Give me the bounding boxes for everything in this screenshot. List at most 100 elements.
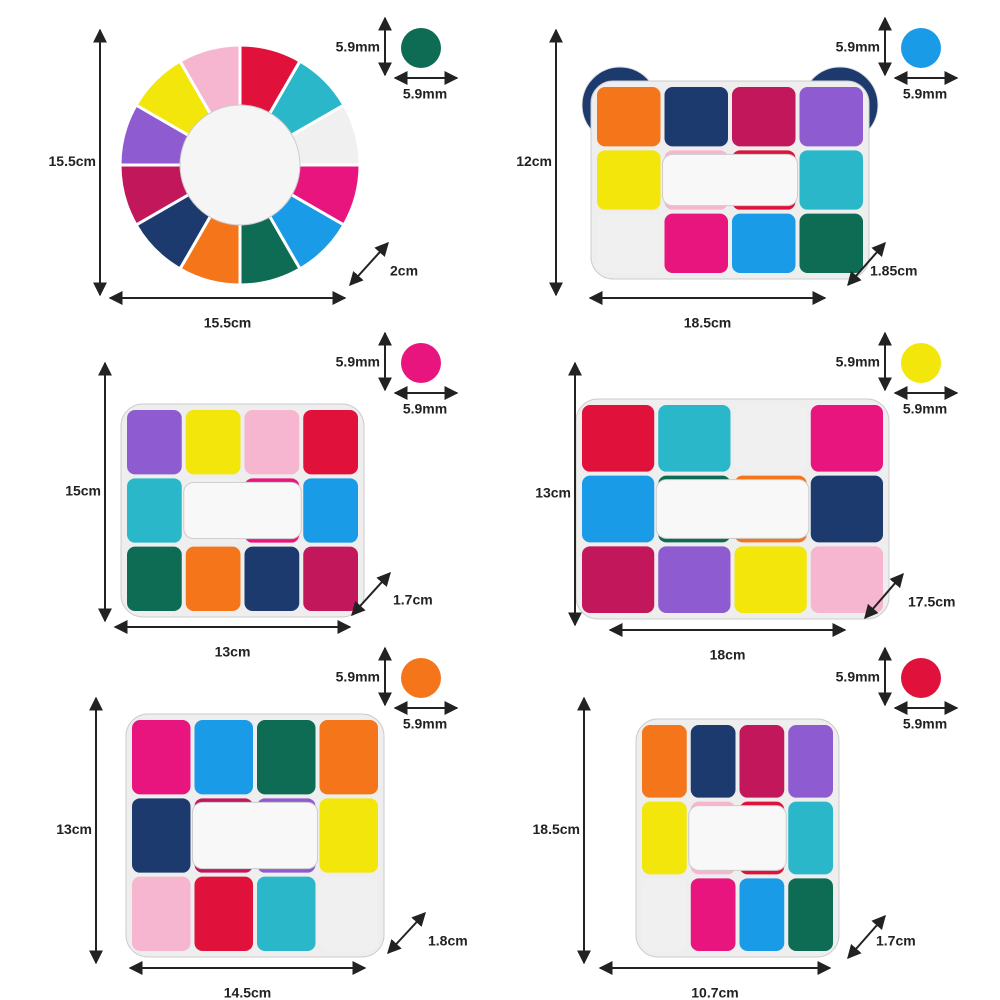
box-compartment [810, 405, 883, 472]
product-panel: 15cm 13cm 1.7cm 5.9mm 5.9mm [65, 331, 459, 660]
box-compartment [810, 475, 883, 543]
height-label: 13cm [535, 485, 571, 501]
bead-width-label: 5.9mm [903, 86, 947, 102]
box-compartment [244, 410, 300, 475]
depth-label: 2cm [390, 263, 418, 279]
bead-box [575, 398, 890, 620]
box-compartment [132, 720, 191, 795]
bead-box [118, 43, 362, 287]
box-compartment [303, 546, 358, 611]
bead-width-label: 5.9mm [903, 401, 947, 417]
width-label: 15.5cm [204, 315, 251, 331]
depth-arrow [349, 241, 389, 287]
product-panel: 18.5cm 10.7cm 1.7cm 5.9mm 5.9mm [533, 646, 959, 1000]
bead-height-label: 5.9mm [336, 669, 380, 685]
width-label: 13cm [215, 644, 251, 660]
box-compartment [319, 798, 378, 873]
bead-sample [401, 343, 441, 383]
box-compartment [582, 546, 655, 613]
depth-arrow [847, 241, 886, 287]
depth-label: 1.85cm [870, 263, 917, 279]
box-compartment [582, 405, 655, 472]
depth-label: 1.7cm [876, 933, 916, 949]
bead-height-label: 5.9mm [336, 39, 380, 55]
box-compartment [319, 720, 378, 795]
product-panel: 13cm 14.5cm 1.8cm 5.9mm 5.9mm [56, 646, 468, 1000]
height-label: 18.5cm [533, 821, 580, 837]
box-compartment [642, 878, 687, 951]
box-compartment [303, 410, 358, 475]
width-label: 10.7cm [691, 985, 738, 1000]
box-compartment [132, 798, 191, 873]
box-compartment [788, 878, 833, 951]
bead-box [125, 713, 385, 958]
box-compartment [597, 150, 661, 210]
box-center [183, 481, 302, 540]
height-label: 15.5cm [49, 153, 96, 169]
box-compartment [303, 478, 358, 543]
box-compartment [244, 546, 300, 611]
width-label: 18cm [710, 647, 746, 663]
bead-box [581, 66, 879, 280]
box-compartment [658, 405, 731, 472]
bead-width-label: 5.9mm [403, 86, 447, 102]
box-compartment [690, 725, 736, 798]
box-compartment [799, 150, 863, 210]
box-center [655, 479, 810, 539]
box-compartment [739, 725, 785, 798]
width-label: 18.5cm [684, 315, 731, 331]
box-compartment [658, 546, 731, 613]
depth-label: 17.5cm [908, 594, 955, 610]
depth-arrow [351, 571, 391, 617]
box-compartment [257, 720, 316, 795]
bead-height-label: 5.9mm [836, 354, 880, 370]
box-compartment [642, 725, 687, 798]
box-compartment [597, 87, 661, 147]
depth-arrow [864, 572, 904, 620]
box-compartment [127, 410, 182, 475]
box-compartment [734, 546, 807, 613]
height-label: 12cm [516, 153, 552, 169]
box-compartment [799, 87, 863, 147]
bead-height-label: 5.9mm [836, 39, 880, 55]
box-compartment [127, 478, 182, 543]
box-compartment [582, 475, 655, 543]
box-compartment [664, 213, 728, 273]
box-compartment [257, 876, 316, 951]
product-panel: 12cm 18.5cm 1.85cm 5.9mm 5.9mm [516, 16, 959, 331]
box-compartment [732, 87, 796, 147]
width-label: 14.5cm [224, 985, 271, 1000]
bead-sample [401, 28, 441, 68]
box-compartment [185, 546, 241, 611]
box-compartment [690, 878, 736, 951]
box-compartment [185, 410, 241, 475]
bead-box [635, 718, 840, 958]
box-compartment [194, 720, 253, 795]
box-compartment [664, 87, 728, 147]
bead-sample [901, 658, 941, 698]
box-compartment [810, 546, 883, 613]
depth-label: 1.8cm [428, 933, 468, 949]
bead-sample [901, 343, 941, 383]
depth-arrow [847, 914, 886, 960]
bead-width-label: 5.9mm [403, 716, 447, 732]
depth-arrow [387, 911, 426, 955]
box-center [662, 153, 798, 207]
product-panel: 13cm 18cm 17.5cm 5.9mm 5.9mm [535, 331, 959, 663]
box-center [192, 801, 318, 870]
bead-box [120, 403, 365, 618]
height-label: 15cm [65, 483, 101, 499]
product-panel: 15.5cm 15.5cm 2cm 5.9mm 5.9mm [49, 16, 459, 331]
box-compartment [642, 801, 687, 875]
bead-sample [901, 28, 941, 68]
box-compartment [132, 876, 191, 951]
box-compartment [732, 213, 796, 273]
box-compartment [194, 876, 253, 951]
box-compartment [319, 876, 378, 951]
box-center [179, 104, 301, 226]
box-compartment [799, 213, 863, 273]
bead-height-label: 5.9mm [836, 669, 880, 685]
bead-width-label: 5.9mm [903, 716, 947, 732]
box-compartment [597, 213, 661, 273]
